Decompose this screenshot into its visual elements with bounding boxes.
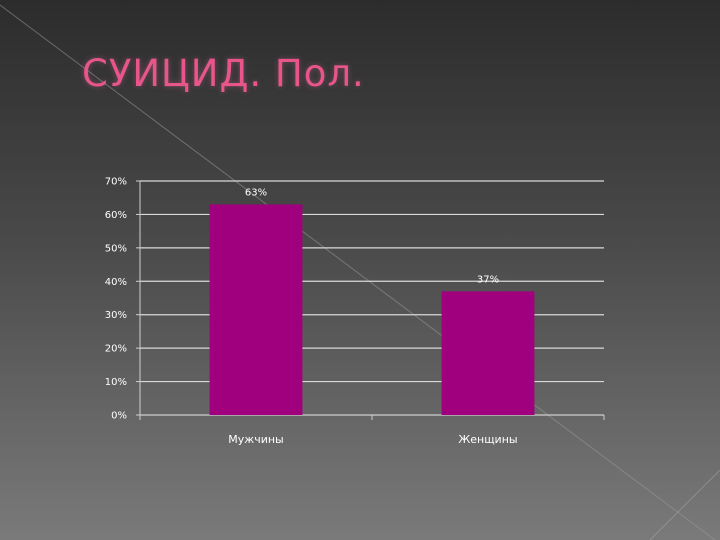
bar-data-label: 37% bbox=[477, 274, 499, 285]
bar-women bbox=[441, 291, 535, 415]
y-tick-label: 40% bbox=[105, 277, 127, 288]
decorative-diagonal-line-secondary bbox=[649, 469, 720, 540]
bar-data-label: 63% bbox=[245, 187, 267, 198]
y-tick-label: 0% bbox=[111, 411, 127, 422]
bar-men bbox=[209, 204, 303, 415]
y-tick-label: 70% bbox=[105, 177, 127, 188]
x-category-label: Женщины bbox=[458, 433, 517, 446]
chart-bars bbox=[209, 204, 535, 415]
chart-labels: 0% 10% 20% 30% 40% 50% 60% 70% 63% Мужчины 37% Женщ… bbox=[105, 177, 518, 447]
x-category-label: Мужчины bbox=[228, 433, 283, 446]
decorative-diagonal-line bbox=[0, 4, 716, 540]
y-tick-label: 60% bbox=[105, 210, 127, 221]
y-tick-label: 20% bbox=[105, 344, 127, 355]
slide-title: СУИЦИД. Пол. bbox=[82, 52, 365, 95]
y-tick-label: 50% bbox=[105, 243, 127, 254]
y-tick-label: 10% bbox=[105, 377, 127, 388]
y-tick-label: 30% bbox=[105, 310, 127, 321]
